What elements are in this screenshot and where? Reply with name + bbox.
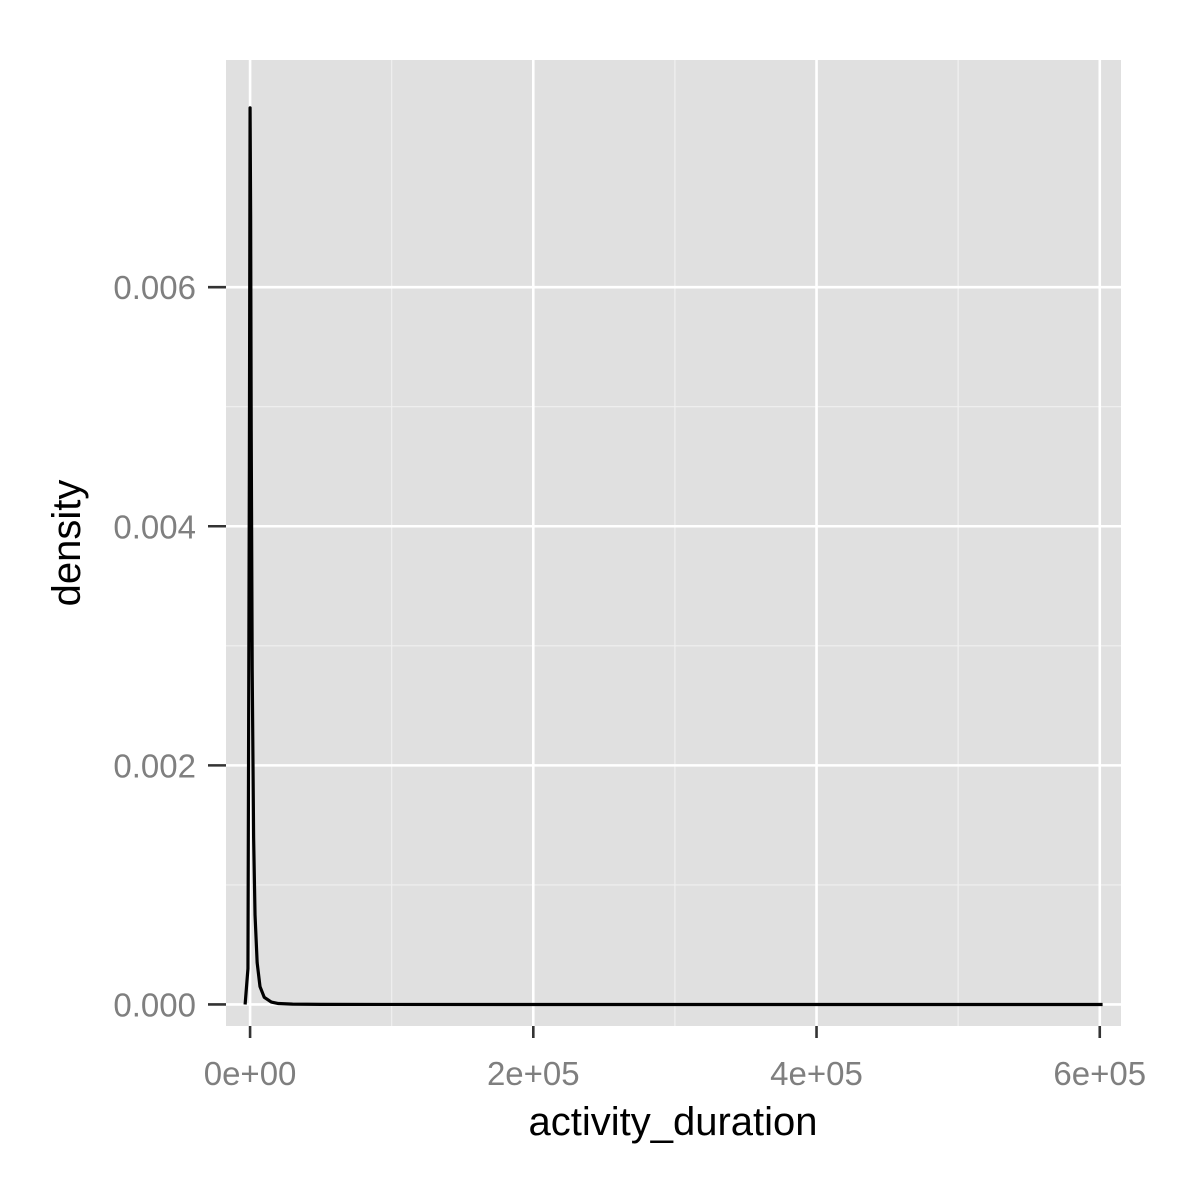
y-axis: 0.000 0.002 0.004 0.006 — [113, 269, 226, 1023]
y-axis-title: density — [45, 480, 89, 607]
x-tick-label: 6e+05 — [1053, 1055, 1146, 1092]
y-tick-label: 0.004 — [113, 508, 196, 545]
y-tick-label: 0.006 — [113, 269, 196, 306]
x-axis-title: activity_duration — [528, 1100, 817, 1144]
density-series — [243, 106, 1103, 1007]
x-tick-label: 0e+00 — [204, 1055, 297, 1092]
density-line — [243, 106, 1103, 1007]
x-tick-label: 4e+05 — [770, 1055, 863, 1092]
plot-panel — [226, 60, 1121, 1026]
x-axis: 0e+00 2e+05 4e+05 6e+05 — [204, 1026, 1146, 1092]
y-tick-label: 0.002 — [113, 747, 196, 784]
y-tick-label: 0.000 — [113, 986, 196, 1023]
x-tick-label: 2e+05 — [487, 1055, 580, 1092]
minor-grid — [226, 60, 1121, 1026]
